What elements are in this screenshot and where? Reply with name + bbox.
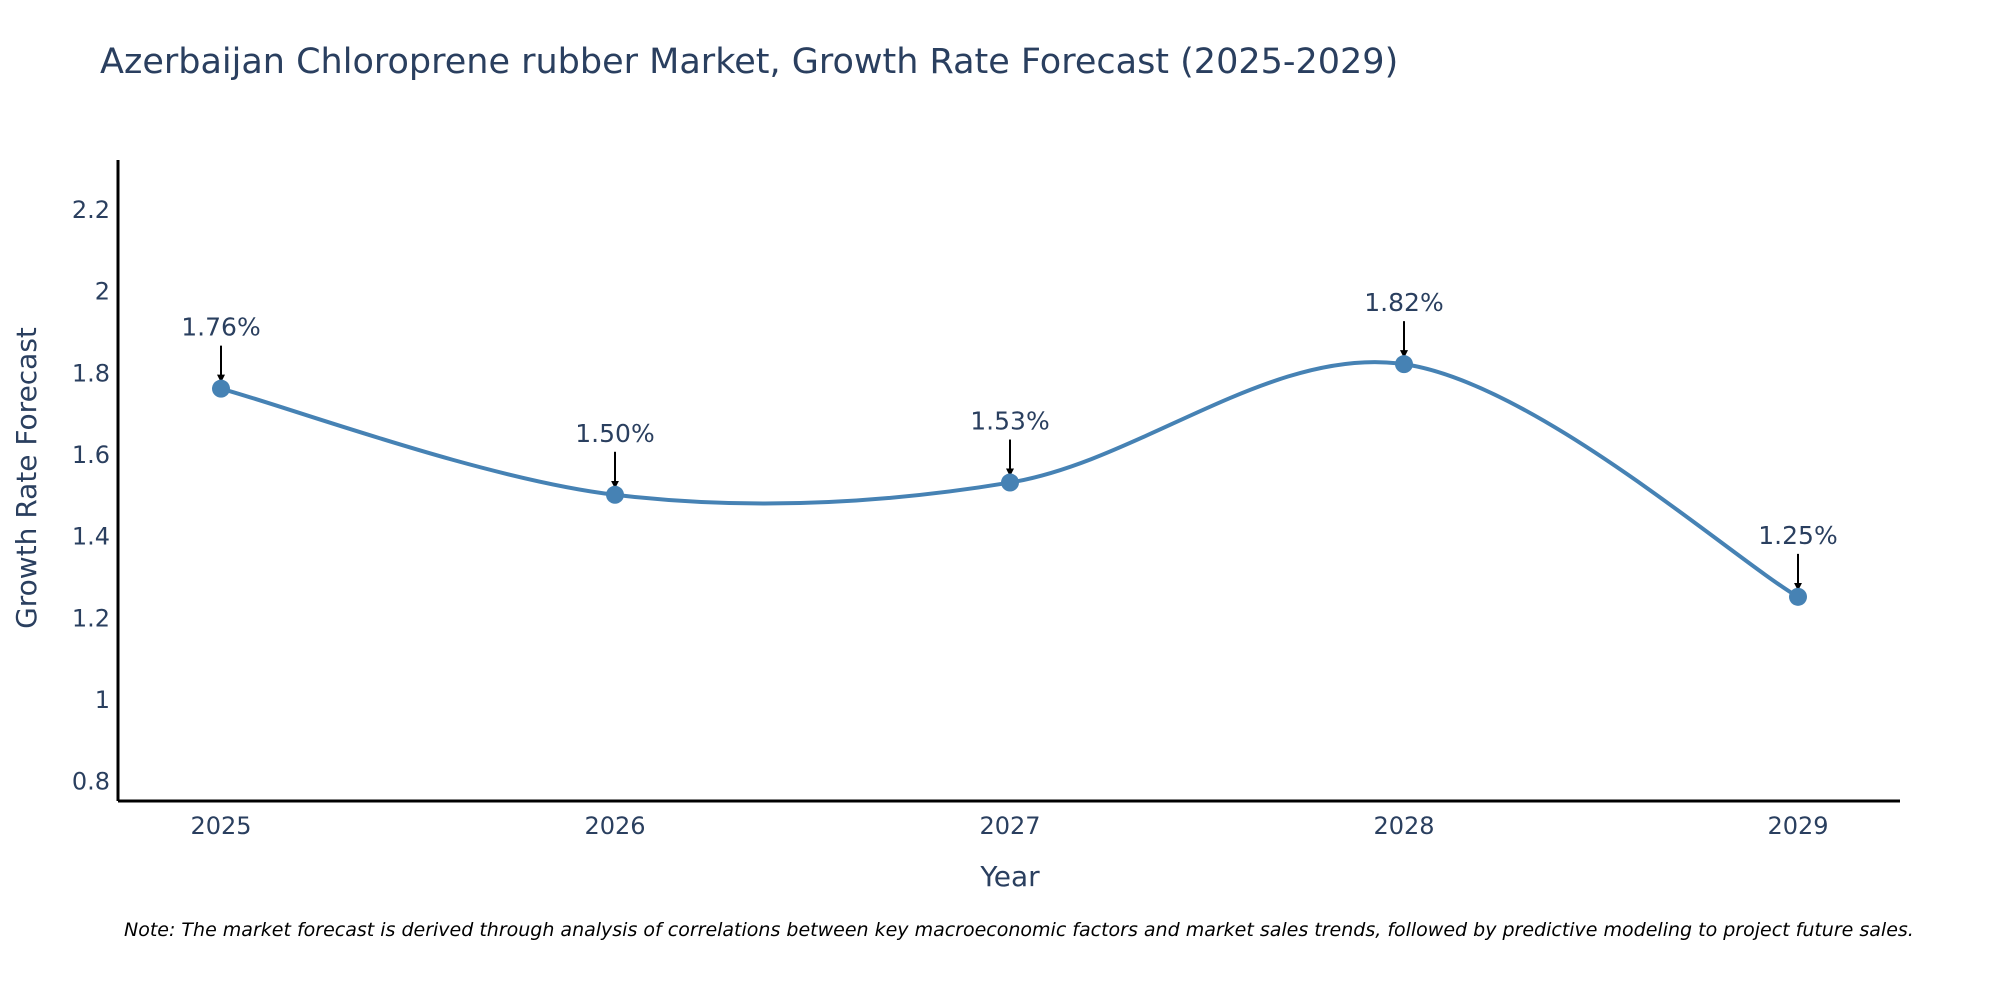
y-tick-label: 1.6: [72, 441, 110, 469]
data-label: 1.82%: [1364, 288, 1443, 317]
x-axis-title: Year: [979, 860, 1040, 893]
x-tick-label: 2028: [1373, 812, 1434, 840]
markers: [212, 355, 1807, 606]
x-tick-label: 2029: [1767, 812, 1828, 840]
y-tick-label: 1.4: [72, 523, 110, 551]
y-tick-label: 2: [95, 278, 110, 306]
data-label: 1.25%: [1758, 521, 1837, 550]
y-tick-label: 1.8: [72, 359, 110, 387]
data-point: [606, 485, 624, 504]
y-tick-label: 2.2: [72, 196, 110, 224]
data-point: [1001, 473, 1019, 492]
chart-note: Note: The market forecast is derived thr…: [124, 919, 1914, 941]
data-point: [1395, 355, 1413, 374]
x-tick-label: 2025: [190, 812, 251, 840]
data-label: 1.76%: [181, 313, 260, 342]
y-tick-label: 0.8: [72, 768, 110, 796]
annotations: 1.76% 1.50% 1.53% 1.82% 1.25%: [181, 288, 1838, 591]
data-label: 1.50%: [575, 419, 654, 448]
data-point: [1789, 587, 1807, 606]
data-point: [212, 379, 230, 398]
x-tick-label: 2026: [584, 812, 645, 840]
y-axis-title: Growth Rate Forecast: [10, 327, 43, 629]
y-tick-label: 1: [95, 686, 110, 714]
axes: 0.8 1 1.2 1.4 1.6 1.8 2 2.2 2025 2026 2027 2028 2029: [72, 160, 1900, 840]
chart-title: Azerbaijan Chloroprene rubber Market, Gr…: [100, 42, 1399, 82]
x-tick-label: 2027: [979, 812, 1040, 840]
y-tick-label: 1.2: [72, 604, 110, 632]
data-label: 1.53%: [970, 407, 1049, 436]
